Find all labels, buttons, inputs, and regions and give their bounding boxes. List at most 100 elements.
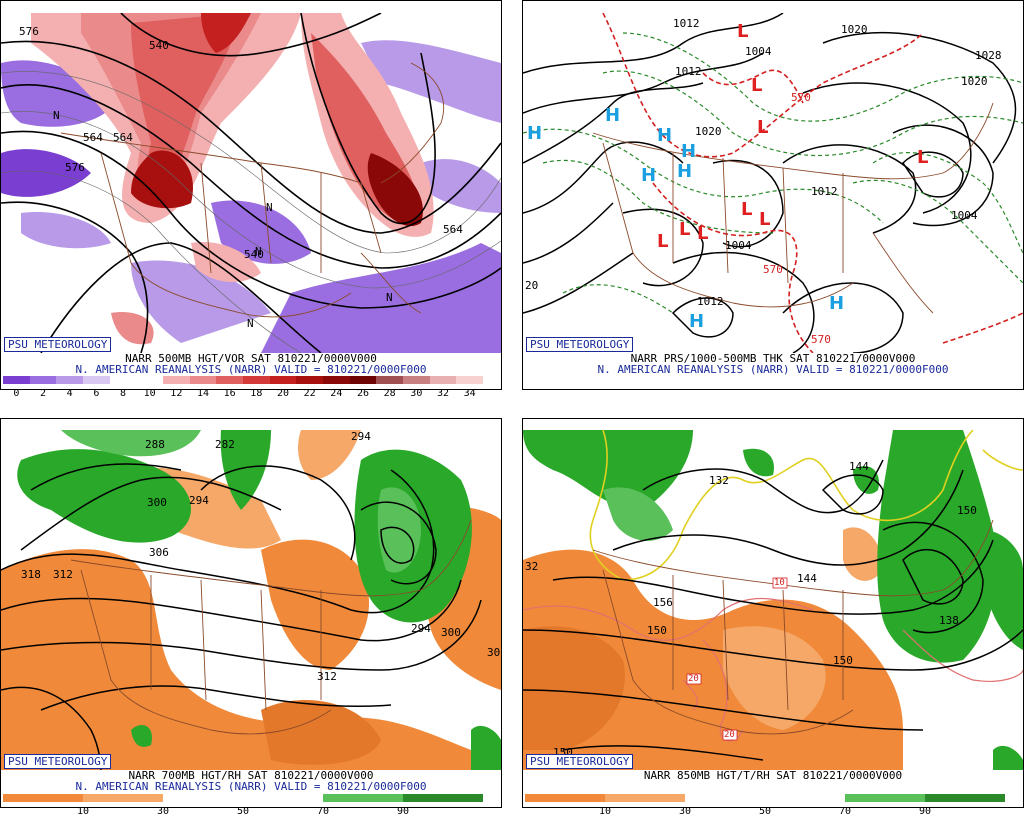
source-badge: PSU METEOROLOGY	[526, 754, 634, 769]
scale-tick-label: 90	[918, 806, 932, 817]
scale-swatch	[3, 376, 30, 384]
isobar-label: 1020	[841, 23, 868, 36]
scale-tick-label: 10	[76, 806, 90, 817]
high-pressure-marker: H	[657, 125, 673, 146]
vort-min-label: N	[386, 291, 393, 304]
low-pressure-marker: L	[741, 199, 753, 220]
panel-title: NARR PRS/1000-500MB THK SAT 810221/0000V…	[630, 352, 916, 365]
scale-tick-label: 30	[156, 806, 170, 817]
contour-label: 312	[53, 568, 73, 581]
low-pressure-marker: L	[757, 117, 769, 138]
scale-swatch	[456, 376, 484, 384]
isotherm-label: 10	[774, 578, 785, 588]
scale-tick-label: 30	[678, 806, 692, 817]
thickness-label: 570	[811, 333, 831, 346]
scale-swatch	[296, 376, 324, 384]
contour-label: 138	[939, 614, 959, 627]
scale-tick-label: 10	[143, 388, 156, 399]
scale-tick-label: 4	[66, 388, 73, 399]
contour-label: 312	[317, 670, 337, 683]
contour-label: 306	[149, 546, 169, 559]
scale-tick-label: 6	[93, 388, 100, 399]
isobar-label: 1004	[951, 209, 978, 222]
scale-tick-label: 16	[223, 388, 236, 399]
scale-swatch	[109, 376, 137, 384]
scale-tick-label: 22	[303, 388, 316, 399]
scale-swatch	[376, 376, 404, 384]
panel-700mb-rh: 288 282 294 300 294 306 318 312 294 300 …	[0, 418, 502, 817]
low-pressure-marker: L	[759, 209, 771, 230]
panel-title: NARR 500MB HGT/VOR SAT 810221/0000V000	[125, 352, 377, 365]
contour-label: 294	[189, 494, 209, 507]
vort-min-label: N	[255, 245, 262, 258]
contour-label: 540	[244, 248, 264, 261]
scale-swatch	[243, 376, 270, 384]
contour-label: 564	[113, 131, 133, 144]
contour-label: 150	[833, 654, 853, 667]
scale-swatch	[136, 376, 164, 384]
contour-label: 564	[83, 131, 103, 144]
high-pressure-marker: H	[681, 141, 697, 162]
isobar-label: 1012	[673, 17, 700, 30]
scale-tick-label: 32	[436, 388, 450, 399]
panel-850mb-temp-rh: 132 144 150 144 156 150 150 138 150 32 1…	[522, 418, 1024, 817]
scale-ticks: 0 2 4 6 8 10 12 14 16 18 20 22 24 26 28 30 32 34	[3, 388, 483, 400]
contour-label: 564	[443, 223, 463, 236]
panel-subtitle: N. AMERICAN REANALYSIS (NARR) VALID = 81…	[75, 780, 427, 793]
source-badge: PSU METEOROLOGY	[4, 337, 112, 352]
isobar-label: 1028	[975, 49, 1002, 62]
scale-tick-label: 18	[250, 388, 263, 399]
low-pressure-marker: L	[657, 231, 669, 252]
scale-tick-label: 28	[383, 388, 396, 399]
panel-500mb-vorticity: 576 540 564 576 564 N N N N N 540 564 PS…	[0, 0, 502, 399]
scale-tick-label: 70	[838, 806, 852, 817]
contour-label: 294	[351, 430, 371, 443]
scale-swatch	[163, 376, 190, 384]
isobar-label: 1020	[695, 125, 722, 138]
scale-swatch	[216, 376, 244, 384]
scale-ticks: 10 30 50 70 90	[525, 806, 1005, 818]
panel-subtitle: N. AMERICAN REANALYSIS (NARR) VALID = 81…	[597, 363, 949, 376]
scale-tick-label: 50	[758, 806, 772, 817]
contour-label: 300	[147, 496, 167, 509]
scale-tick-label: 10	[598, 806, 612, 817]
contour-label: 576	[19, 25, 39, 38]
scale-tick-label: 30	[410, 388, 423, 399]
high-pressure-marker: H	[527, 123, 543, 144]
contour-label: 144	[797, 572, 817, 585]
isobar-label: 1020	[961, 75, 988, 88]
scale-tick-label: 50	[236, 806, 250, 817]
scale-swatch	[269, 376, 297, 384]
panel-title: NARR 700MB HGT/RH SAT 810221/0000V000	[128, 769, 374, 782]
thickness-label: 570	[791, 91, 811, 104]
isotherm-label: 20	[688, 674, 699, 684]
contour-label: 576	[65, 161, 85, 174]
isobar-label: 1012	[811, 185, 838, 198]
thickness-label: 20	[525, 279, 539, 292]
scale-swatch	[189, 376, 217, 384]
isobar-label: 1012	[675, 65, 702, 78]
panel-subtitle: N. AMERICAN REANALYSIS (NARR) VALID = 81…	[75, 363, 427, 376]
scale-tick-label: 90	[396, 806, 410, 817]
contour-label: 294	[411, 622, 431, 635]
scale-swatch	[349, 376, 377, 384]
contour-label: 150	[957, 504, 977, 517]
isobar-label: 1012	[697, 295, 724, 308]
low-pressure-marker: L	[751, 75, 763, 96]
high-pressure-marker: H	[677, 161, 693, 182]
contour-label: 30	[487, 646, 501, 659]
isobar-label: 1004	[745, 45, 772, 58]
color-scale	[525, 794, 1005, 802]
color-scale	[3, 376, 484, 384]
contour-label: 282	[215, 438, 235, 451]
scale-tick-label: 34	[463, 388, 476, 399]
contour-label: 132	[709, 474, 729, 487]
map-850mb: 132 144 150 144 156 150 150 138 150 32 1…	[523, 430, 1023, 770]
thickness-label: 570	[763, 263, 783, 276]
contour-label: 150	[647, 624, 667, 637]
high-pressure-marker: H	[605, 105, 621, 126]
scale-swatch	[83, 376, 110, 384]
low-pressure-marker: L	[737, 21, 749, 42]
scale-tick-label: 20	[276, 388, 290, 399]
scale-swatch	[323, 376, 350, 384]
